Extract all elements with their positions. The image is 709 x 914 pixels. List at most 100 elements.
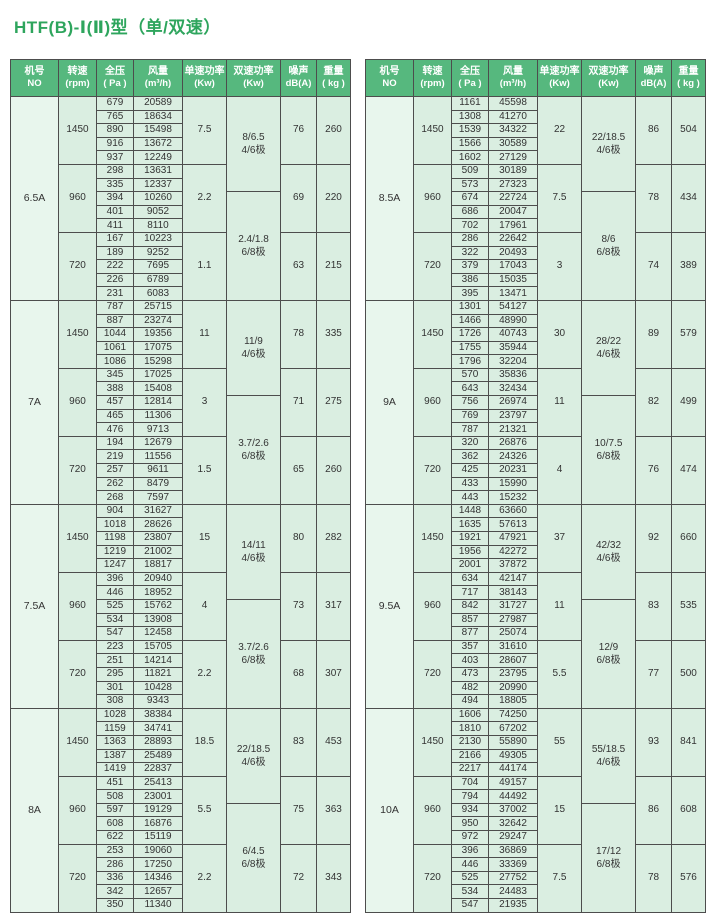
col-header-label: 转速 bbox=[422, 66, 443, 77]
airflow-cell: 15762 bbox=[133, 598, 183, 614]
pressure-cell: 362 bbox=[451, 449, 489, 465]
pressure-cell: 890 bbox=[96, 123, 134, 138]
noise-cell: 76 bbox=[635, 435, 672, 505]
table-row: 308 9343 bbox=[11, 694, 351, 709]
pressure-cell: 1466 bbox=[451, 313, 489, 329]
airflow-cell: 23795 bbox=[488, 666, 538, 682]
col-header-unit: (Kw) bbox=[549, 78, 570, 89]
table-row: 960 298 13631 2.2 69 220 bbox=[11, 163, 351, 233]
pressure-cell: 446 bbox=[451, 857, 489, 872]
page-title: HTF(B)-Ⅰ(Ⅱ)型（单/双速） bbox=[14, 18, 221, 37]
airflow-cell: 48990 bbox=[488, 313, 538, 329]
table-row: 251 14214 bbox=[11, 653, 351, 668]
col-header-model: 机号 NO bbox=[10, 59, 59, 97]
col-header-pressure: 全压( Pa ) bbox=[96, 59, 134, 97]
pressure-cell: 2166 bbox=[451, 748, 489, 764]
dual-power-value: 8/6 bbox=[601, 234, 616, 246]
table-row: 1044 19356 bbox=[11, 327, 351, 342]
noise-cell: 86 bbox=[635, 775, 672, 845]
col-header-unit: ( Pa ) bbox=[458, 78, 482, 89]
pressure-cell: 756 bbox=[451, 395, 489, 410]
col-header-label: 噪声 bbox=[288, 66, 309, 77]
col-header-label: 全压 bbox=[460, 66, 480, 77]
dual-power-value: 42/32 bbox=[595, 539, 622, 551]
model-cell: 9A bbox=[365, 299, 414, 505]
weight-cell: 363 bbox=[316, 775, 351, 845]
airflow-cell: 11556 bbox=[133, 449, 183, 465]
airflow-cell: 15298 bbox=[133, 354, 183, 369]
pressure-cell: 573 bbox=[451, 177, 489, 193]
airflow-cell: 35944 bbox=[488, 340, 538, 356]
dual-power-poles: 6/8极 bbox=[596, 654, 621, 666]
rpm-cell: 960 bbox=[58, 571, 97, 641]
table-row: 720 286 22642 3 74 389 bbox=[366, 231, 706, 301]
table-row: 937 12249 bbox=[11, 150, 351, 165]
airflow-cell: 9252 bbox=[133, 245, 183, 261]
rpm-cell: 720 bbox=[58, 435, 97, 505]
table-row: 335 12337 bbox=[11, 177, 351, 193]
single-power-cell: 1.5 bbox=[182, 435, 227, 505]
table-row: 219 11556 bbox=[11, 449, 351, 465]
airflow-cell: 55890 bbox=[488, 734, 538, 750]
dual-power-cell: 28/22 4/6极 bbox=[581, 299, 636, 397]
dual-power-poles: 6/8极 bbox=[241, 654, 266, 666]
weight-cell: 660 bbox=[671, 503, 706, 573]
table-row: 960 345 17025 3 71 275 bbox=[11, 367, 351, 437]
rpm-cell: 960 bbox=[413, 163, 452, 233]
weight-cell: 841 bbox=[671, 707, 706, 777]
table-row: 8A 1450 1028 38384 18.5 22/18.5 4/6极 83 453 bbox=[10, 707, 351, 913]
pressure-cell: 335 bbox=[96, 177, 134, 193]
table-row: 1810 67202 bbox=[366, 721, 706, 736]
pressure-cell: 336 bbox=[96, 870, 134, 886]
dual-power-cell: 3.7/2.6 6/8极 bbox=[226, 598, 281, 709]
table-row: 534 24483 bbox=[366, 884, 706, 900]
noise-cell: 68 bbox=[280, 639, 317, 709]
rpm-cell: 960 bbox=[58, 367, 97, 437]
noise-cell: 78 bbox=[635, 163, 672, 233]
header-row: 机号 NO 转速 (rpm) 全压( Pa ) 风量 (m³/h) 单速功率 (Kw) 双速功率(… bbox=[365, 59, 706, 97]
airflow-cell: 12337 bbox=[133, 177, 183, 193]
dual-power-poles: 4/6极 bbox=[596, 552, 621, 564]
pressure-cell: 1308 bbox=[451, 109, 489, 125]
pressure-cell: 1956 bbox=[451, 544, 489, 560]
dual-power-poles: 6/8极 bbox=[596, 247, 621, 259]
airflow-cell: 15990 bbox=[488, 476, 538, 492]
airflow-cell: 30189 bbox=[488, 163, 538, 179]
pressure-cell: 2130 bbox=[451, 734, 489, 750]
airflow-cell: 32434 bbox=[488, 381, 538, 397]
dual-power-poles: 6/8极 bbox=[596, 858, 621, 870]
pressure-cell: 379 bbox=[451, 259, 489, 274]
airflow-cell: 57613 bbox=[488, 517, 538, 532]
single-power-cell: 3 bbox=[537, 231, 582, 301]
rpm-cell: 960 bbox=[58, 775, 97, 845]
pressure-cell: 2001 bbox=[451, 558, 489, 573]
weight-cell: 260 bbox=[316, 435, 351, 505]
airflow-cell: 13908 bbox=[133, 612, 183, 628]
table-row: 395 13471 bbox=[366, 286, 706, 301]
pressure-cell: 357 bbox=[451, 639, 489, 655]
rpm-cell: 720 bbox=[58, 843, 97, 913]
single-power-cell: 15 bbox=[537, 775, 582, 845]
weight-cell: 474 bbox=[671, 435, 706, 505]
airflow-cell: 34741 bbox=[133, 721, 183, 736]
table-row: 231 6083 bbox=[11, 286, 351, 301]
pressure-cell: 1635 bbox=[451, 517, 489, 532]
dual-power-cell: 14/11 4/6极 bbox=[226, 503, 281, 600]
table-row: 1159 34741 bbox=[11, 721, 351, 736]
weight-cell: 499 bbox=[671, 367, 706, 437]
airflow-cell: 27987 bbox=[488, 612, 538, 628]
single-power-cell: 18.5 bbox=[182, 707, 227, 777]
noise-cell: 93 bbox=[635, 707, 672, 777]
rpm-cell: 1450 bbox=[413, 96, 452, 165]
airflow-cell: 7695 bbox=[133, 259, 183, 274]
pressure-cell: 1018 bbox=[96, 517, 134, 532]
dual-power-value: 28/22 bbox=[595, 335, 622, 347]
airflow-cell: 27129 bbox=[488, 150, 538, 165]
pressure-cell: 972 bbox=[451, 830, 489, 845]
table-row: 769 23797 bbox=[366, 408, 706, 424]
table-row: 547 21935 bbox=[366, 898, 706, 913]
col-header-unit: NO bbox=[27, 78, 42, 89]
rpm-cell: 1450 bbox=[413, 299, 452, 369]
col-header-unit: ( Pa ) bbox=[103, 78, 127, 89]
col-header-single-power: 单速功率 (Kw) bbox=[182, 59, 227, 97]
